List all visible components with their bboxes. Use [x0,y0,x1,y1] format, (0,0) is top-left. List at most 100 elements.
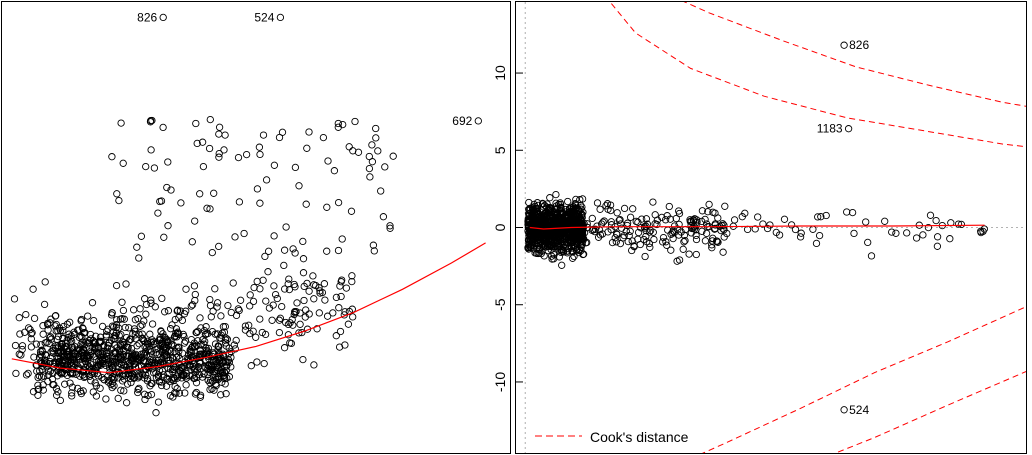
scatter-point [588,214,596,223]
scatter-point [204,361,213,370]
scatter-point [188,301,197,309]
scatter-point [169,355,177,363]
scatter-point [529,245,538,253]
scatter-point [615,216,623,224]
scatter-point [143,362,151,371]
scatter-point [269,301,277,309]
scatter-point [94,372,102,380]
scatter-point [381,163,389,171]
scatter-point [167,347,175,356]
scatter-point [48,375,57,383]
scatter-point [932,216,940,225]
scatter-point [51,358,60,367]
scatter-point [105,364,114,372]
cooks-contour-line [702,306,1026,453]
scatter-point [140,317,148,325]
scatter-point [182,285,190,293]
scatter-point [299,355,307,364]
scatter-point [108,153,116,161]
scatter-point [815,231,824,240]
scatter-point [213,330,221,338]
scatter-point [116,355,125,363]
scatter-point [270,232,278,240]
scatter-point [108,383,116,392]
scatter-point [546,194,554,202]
scatter-point [319,133,328,142]
scatter-point [680,238,688,246]
scatter-point [281,285,289,293]
scatter-point [142,310,150,318]
scatter-point [30,353,38,361]
y-tick-label: 10 [492,65,508,81]
scatter-point [46,333,55,341]
scatter-point [123,343,132,352]
scatter-point [334,119,342,128]
scatter-point [34,373,42,382]
scatter-point [351,117,359,126]
scatter-point [135,371,143,379]
scatter-point [867,252,876,260]
scatter-point [303,279,311,288]
scatter-point [285,275,293,283]
scatter-point [558,230,566,238]
scatter-point [15,314,23,322]
scatter-point [221,131,229,139]
scatter-point [253,185,262,193]
scatter-point [285,285,294,294]
scatter-point [68,383,77,391]
scatter-point [547,241,555,249]
scatter-point [194,363,203,371]
scatter-point [208,248,216,257]
scatter-point [203,204,211,212]
scatter-point [223,358,231,366]
scatter-point [66,339,74,347]
scatter-point [217,331,225,339]
scatter-point [122,399,131,407]
right-y-axis: -10 -5 0 5 10 [492,65,523,392]
scatter-point [150,164,159,172]
scatter-point [172,325,181,333]
smoother-line [529,224,985,230]
scatter-point [288,315,296,324]
scatter-point [99,355,107,363]
scatter-point [702,229,711,238]
scatter-point [291,163,300,172]
scatter-point [161,308,169,316]
scatter-point [324,157,332,165]
scatter-point [797,229,805,237]
scatter-point [111,331,120,340]
scatter-point [11,341,20,350]
scatter-point [334,246,343,255]
scatter-point [213,303,221,311]
scatter-point [103,327,111,335]
scatter-point [641,252,649,261]
scatter-point [140,390,149,398]
scatter-point [196,190,204,198]
scatter-point [39,386,47,394]
scatter-point [38,365,46,373]
scatter-point [215,374,223,382]
scatter-point [223,335,232,343]
scatter-point [566,209,574,218]
scatter-point [593,222,601,230]
scatter-point [39,330,47,338]
scatter-point [675,256,684,264]
scatter-point [57,370,66,378]
scatter-point [626,227,634,235]
scatter-point [556,199,564,207]
scatter-point [775,231,784,239]
scatter-point [61,380,69,388]
scatter-point [689,216,697,224]
scatter-point [222,366,230,375]
scatter-point [164,307,173,315]
scatter-point [888,228,896,236]
scatter-point [169,362,178,370]
scatter-point [230,341,238,349]
scatter-point [148,320,157,328]
scatter-point [848,208,857,217]
scatter-point [198,138,207,146]
scatter-point [196,393,205,401]
scatter-point [169,341,177,349]
scatter-point [368,158,377,166]
scatter-point [28,329,36,337]
